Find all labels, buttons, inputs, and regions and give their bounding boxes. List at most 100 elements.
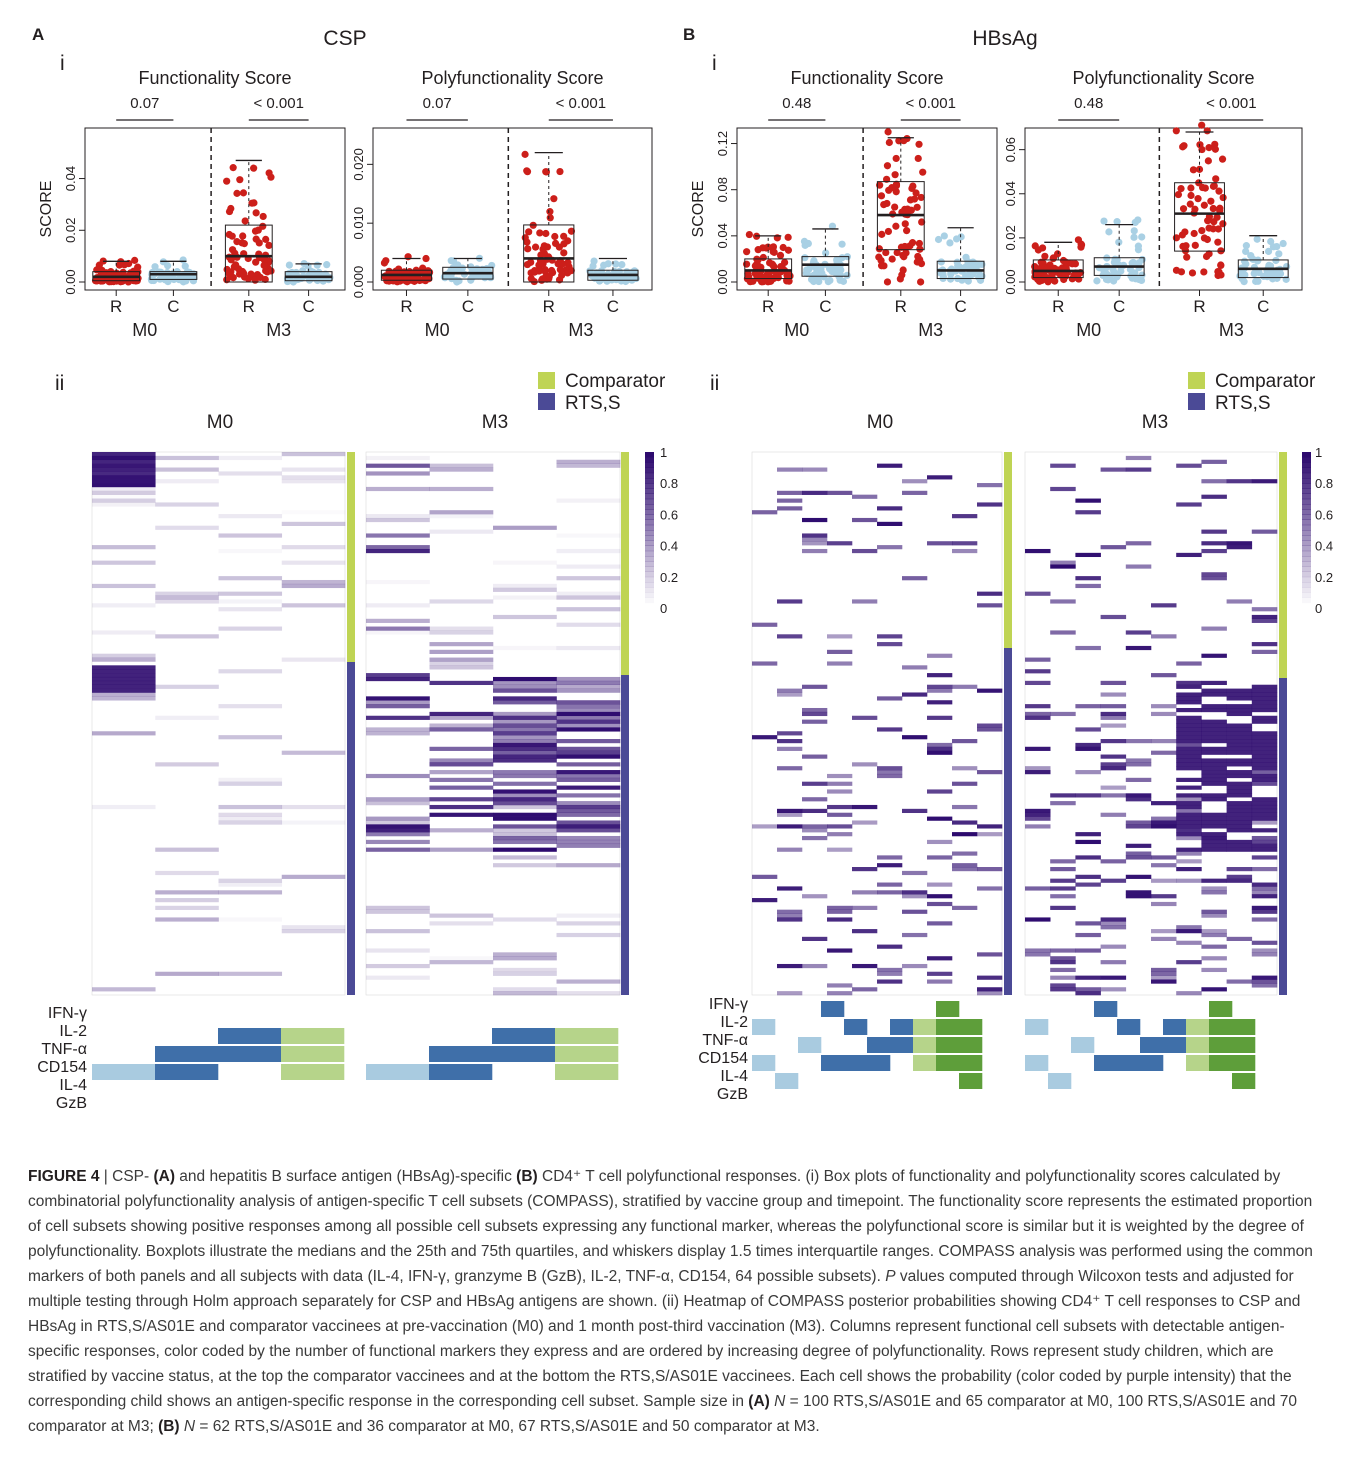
heatmap-cell <box>429 680 494 686</box>
heatmap-cell <box>429 777 494 782</box>
data-point <box>590 257 598 265</box>
data-point <box>1215 187 1223 195</box>
strip-rtss <box>1279 678 1287 995</box>
heatmap-cell <box>366 773 430 779</box>
heatmap-cell <box>556 839 621 845</box>
heatmap-cell <box>1075 975 1101 980</box>
data-point <box>380 259 389 267</box>
heatmap-cell <box>1050 960 1076 965</box>
heatmap-cell <box>902 894 928 899</box>
data-point <box>892 222 900 230</box>
marker-cell <box>867 1037 891 1053</box>
heatmap-cell <box>1201 824 1227 829</box>
data-point <box>453 278 461 286</box>
heatmap-cell <box>1100 614 1127 620</box>
data-point <box>542 168 550 176</box>
heatmap-cell <box>1251 948 1278 953</box>
colorbar-step <box>645 514 654 520</box>
heatmap-cell <box>1251 894 1278 899</box>
heatmap-cell <box>1176 680 1202 686</box>
data-point <box>556 266 564 274</box>
data-point <box>917 193 925 202</box>
data-point <box>767 276 775 284</box>
data-point <box>250 199 258 207</box>
heatmap-cell <box>1201 494 1227 499</box>
data-point <box>1205 250 1213 258</box>
marker-cell <box>1232 1019 1256 1035</box>
heatmap-cell <box>1226 735 1253 740</box>
heatmap-cell <box>1176 859 1202 864</box>
data-point <box>1249 255 1257 263</box>
heatmap-cell <box>827 661 853 666</box>
heatmap-cell <box>1050 967 1076 973</box>
heatmap-cell <box>1201 890 1227 895</box>
heatmap-cell <box>802 963 828 969</box>
heatmap-cell <box>92 475 156 480</box>
heatmap-cell <box>777 847 803 852</box>
timepoint-label: M3 <box>266 320 291 340</box>
marker-cell <box>218 1028 282 1044</box>
heatmap-cell <box>1251 688 1278 693</box>
heatmap-cell <box>952 820 978 825</box>
heatmap-cell <box>155 684 219 689</box>
heatmap-cell <box>281 583 346 589</box>
heatmap-cell <box>556 863 621 868</box>
heatmap-cell <box>429 510 494 515</box>
marker-label-ifng: IFN-γ <box>709 996 748 1013</box>
data-point <box>1267 269 1275 278</box>
heatmap-cell <box>1251 781 1278 786</box>
heatmap-cell <box>1100 785 1127 790</box>
heatmap-cell <box>557 533 621 537</box>
heatmap-cell <box>802 754 828 759</box>
marker-cell <box>1232 1073 1256 1089</box>
heatmap-cell <box>218 514 283 519</box>
heatmap-cell <box>1100 723 1127 728</box>
heatmap-cell <box>1050 859 1076 864</box>
heatmap-cell <box>92 684 156 689</box>
marker-cell <box>555 1046 619 1062</box>
heatmap-cell <box>927 956 953 961</box>
heatmap-cell <box>556 711 621 717</box>
heatmap-cell <box>1025 952 1051 957</box>
heatmap-cell <box>1176 766 1202 771</box>
data-point <box>904 205 912 213</box>
heatmap-cell <box>752 824 778 829</box>
heatmap-cell <box>877 463 903 468</box>
heatmap-cell <box>852 820 878 825</box>
data-point <box>262 267 270 275</box>
heatmap-cell <box>218 781 283 786</box>
heatmap-cell <box>429 715 494 720</box>
heatmap-cell <box>429 812 494 817</box>
heatmap-cell <box>1251 642 1278 647</box>
colorbar-step <box>1302 457 1311 463</box>
x-tick-label: R <box>110 297 122 316</box>
colorbar-step <box>1302 488 1311 494</box>
data-point <box>878 230 886 238</box>
heatmap-cell <box>556 991 621 996</box>
heatmap-cell <box>92 630 156 635</box>
data-point <box>946 239 954 247</box>
data-point <box>543 243 552 251</box>
heatmap-cell <box>952 684 978 689</box>
heatmap-cell <box>366 909 430 914</box>
heatmap-cell <box>1251 773 1278 779</box>
heatmap-cell <box>852 987 878 992</box>
heatmap-cell <box>1201 750 1227 755</box>
heatmap-cell <box>1226 731 1253 736</box>
heatmap-cell <box>827 649 853 654</box>
heatmap-cell <box>927 653 953 658</box>
data-point <box>883 278 892 286</box>
p-value-label: 0.48 <box>782 95 811 112</box>
heatmap-cell <box>877 979 903 984</box>
heatmap-cell <box>155 455 219 461</box>
heatmap-cell <box>927 688 953 693</box>
heatmap-cell <box>802 936 828 941</box>
data-point <box>1172 234 1181 242</box>
heatmap-cell <box>429 657 494 662</box>
heatmap-cell <box>1125 541 1152 546</box>
heatmap-cell <box>155 762 219 767</box>
heatmap-cell <box>493 731 557 736</box>
heatmap-cell <box>493 525 557 530</box>
heatmap-cell <box>1025 548 1051 554</box>
heatmap-cell <box>977 727 1003 732</box>
